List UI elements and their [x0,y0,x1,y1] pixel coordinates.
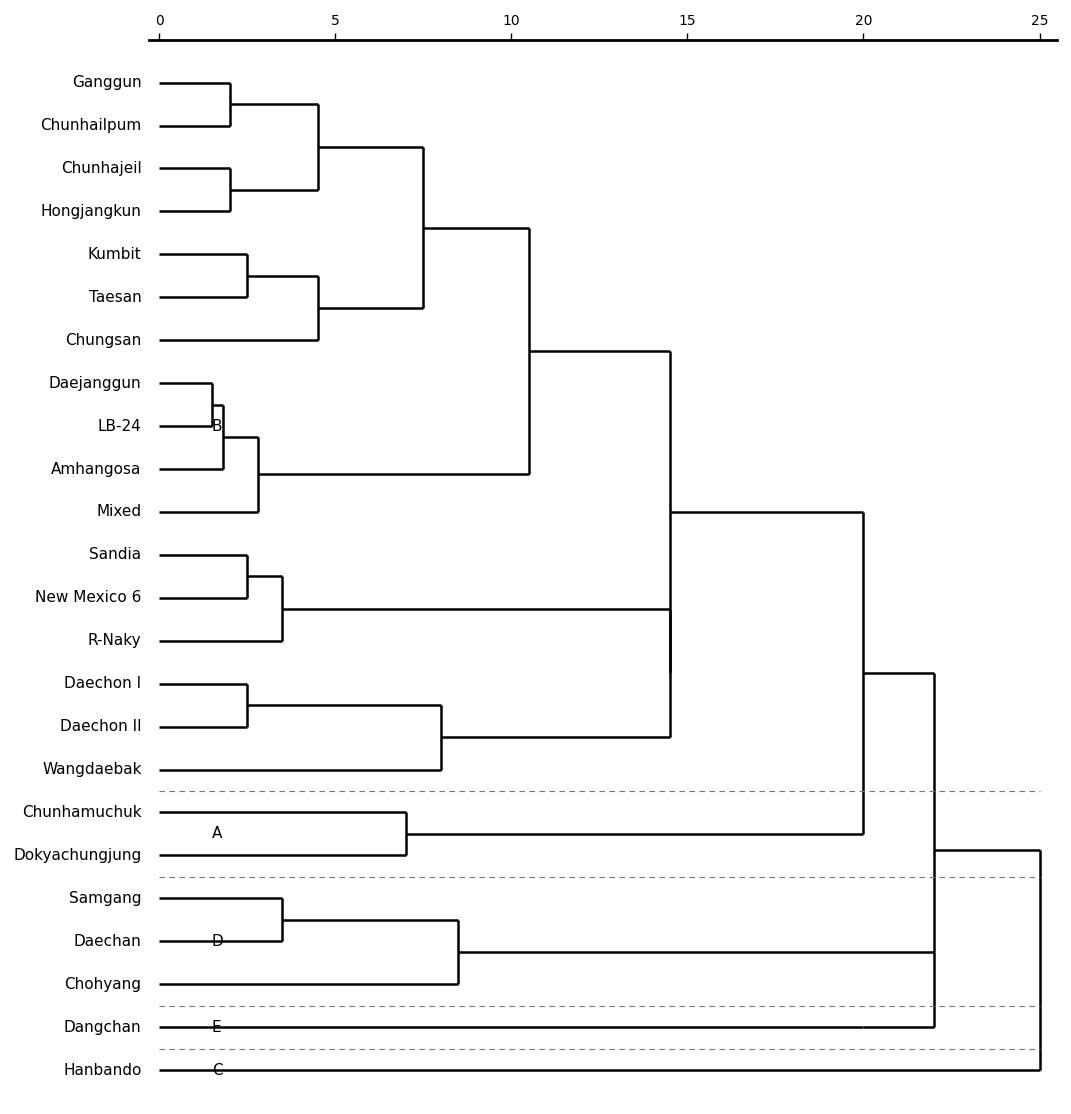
Text: Taesan: Taesan [89,290,141,305]
Text: Dokyachungjung: Dokyachungjung [13,848,141,863]
Text: Hongjangkun: Hongjangkun [41,204,141,219]
Text: E: E [212,1019,222,1035]
Text: Chohyang: Chohyang [64,977,141,991]
Text: Wangdaebak: Wangdaebak [42,762,141,778]
Text: Sandia: Sandia [89,547,141,563]
Text: D: D [212,934,224,949]
Text: Chunhailpum: Chunhailpum [41,118,141,133]
Text: Dangchan: Dangchan [64,1019,141,1035]
Text: Daechon I: Daechon I [64,676,141,691]
Text: B: B [212,419,223,433]
Text: A: A [212,827,223,841]
Text: LB-24: LB-24 [97,419,141,433]
Text: C: C [212,1063,223,1077]
Text: Mixed: Mixed [96,505,141,519]
Text: Chunhamuchuk: Chunhamuchuk [21,805,141,820]
Text: Daejanggun: Daejanggun [49,375,141,391]
Text: Amhangosa: Amhangosa [51,461,141,477]
Text: New Mexico 6: New Mexico 6 [35,590,141,605]
Text: R-Naky: R-Naky [88,633,141,648]
Text: Chungsan: Chungsan [65,333,141,348]
Text: Hanbando: Hanbando [63,1063,141,1077]
Text: Samgang: Samgang [69,891,141,906]
Text: Daechon II: Daechon II [60,720,141,734]
Text: Ganggun: Ganggun [72,75,141,90]
Text: Chunhajeil: Chunhajeil [61,162,141,176]
Text: Kumbit: Kumbit [88,247,141,262]
Text: Daechan: Daechan [74,934,141,949]
